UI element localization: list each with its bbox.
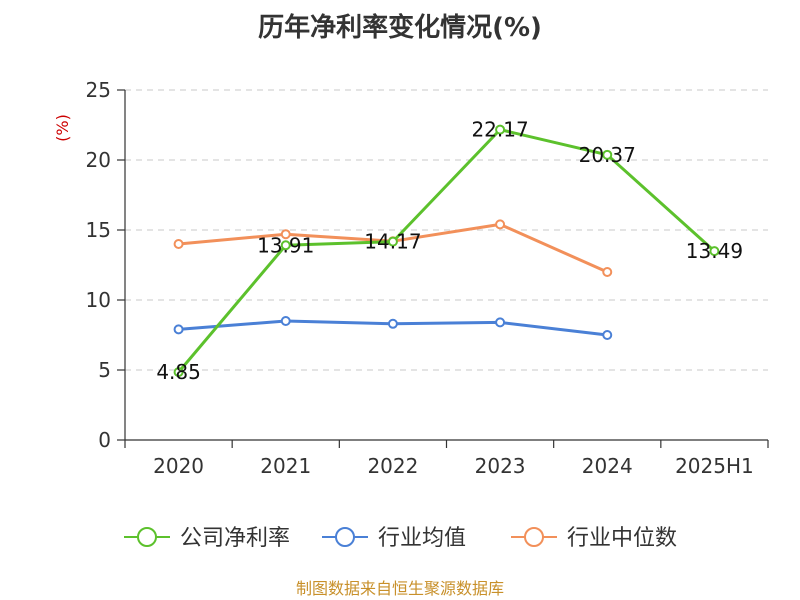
data-point (495, 124, 506, 135)
legend-label: 行业中位数 (567, 526, 677, 551)
data-point (173, 239, 184, 249)
x-tick-label: 2021 (260, 454, 311, 478)
legend: 公司净利率 行业均值 行业中位数 (124, 526, 677, 551)
y-tick-label: 0 (98, 428, 111, 452)
data-point (173, 324, 184, 335)
y-tick-label: 5 (98, 358, 111, 382)
data-point (602, 267, 613, 277)
data-point (602, 330, 613, 340)
y-axis-label: (%) (53, 114, 72, 142)
data-point (495, 219, 506, 230)
x-tick-label: 2024 (582, 454, 633, 478)
y-tick-label: 25 (86, 78, 111, 102)
data-point (387, 236, 398, 247)
data-point (602, 149, 613, 160)
legend-swatch-marker (335, 527, 355, 547)
x-tick-label: 2023 (475, 454, 526, 478)
data-label: 14.17 (364, 230, 421, 254)
data-label: 20.37 (579, 143, 636, 167)
data-label: 13.91 (257, 233, 314, 257)
data-point (280, 316, 291, 326)
series-line (177, 128, 716, 374)
axes: 0 5 10 15 20 25 2020 2021 2022 2023 2024 2025H1 (86, 78, 769, 478)
data-point (280, 229, 291, 240)
legend-label: 公司净利率 (180, 526, 290, 551)
data-point (280, 240, 291, 251)
legend-label: 行业均值 (378, 526, 466, 551)
data-label: 4.85 (156, 360, 201, 384)
x-tick-label: 2020 (153, 454, 204, 478)
data-point (173, 367, 184, 378)
legend-swatch-marker (137, 527, 157, 547)
y-tick-label: 15 (86, 218, 111, 242)
x-tick-label: 2025H1 (675, 454, 754, 478)
data-point (709, 246, 720, 257)
data-point (495, 317, 506, 328)
series-group: 4.85 13.91 14.17 22.17 20.37 13.49 (156, 118, 743, 384)
x-tick-label: 2022 (367, 454, 418, 478)
data-point (387, 318, 398, 329)
legend-swatch-marker (524, 527, 544, 547)
source-note: 制图数据来自恒生聚源数据库 (296, 579, 504, 598)
y-tick-label: 20 (86, 148, 111, 172)
data-label: 13.49 (686, 239, 743, 263)
data-label: 22.17 (471, 118, 528, 142)
chart-title: 历年净利率变化情况(%) (258, 12, 542, 43)
y-tick-label: 10 (86, 288, 111, 312)
grid-lines (125, 89, 768, 371)
